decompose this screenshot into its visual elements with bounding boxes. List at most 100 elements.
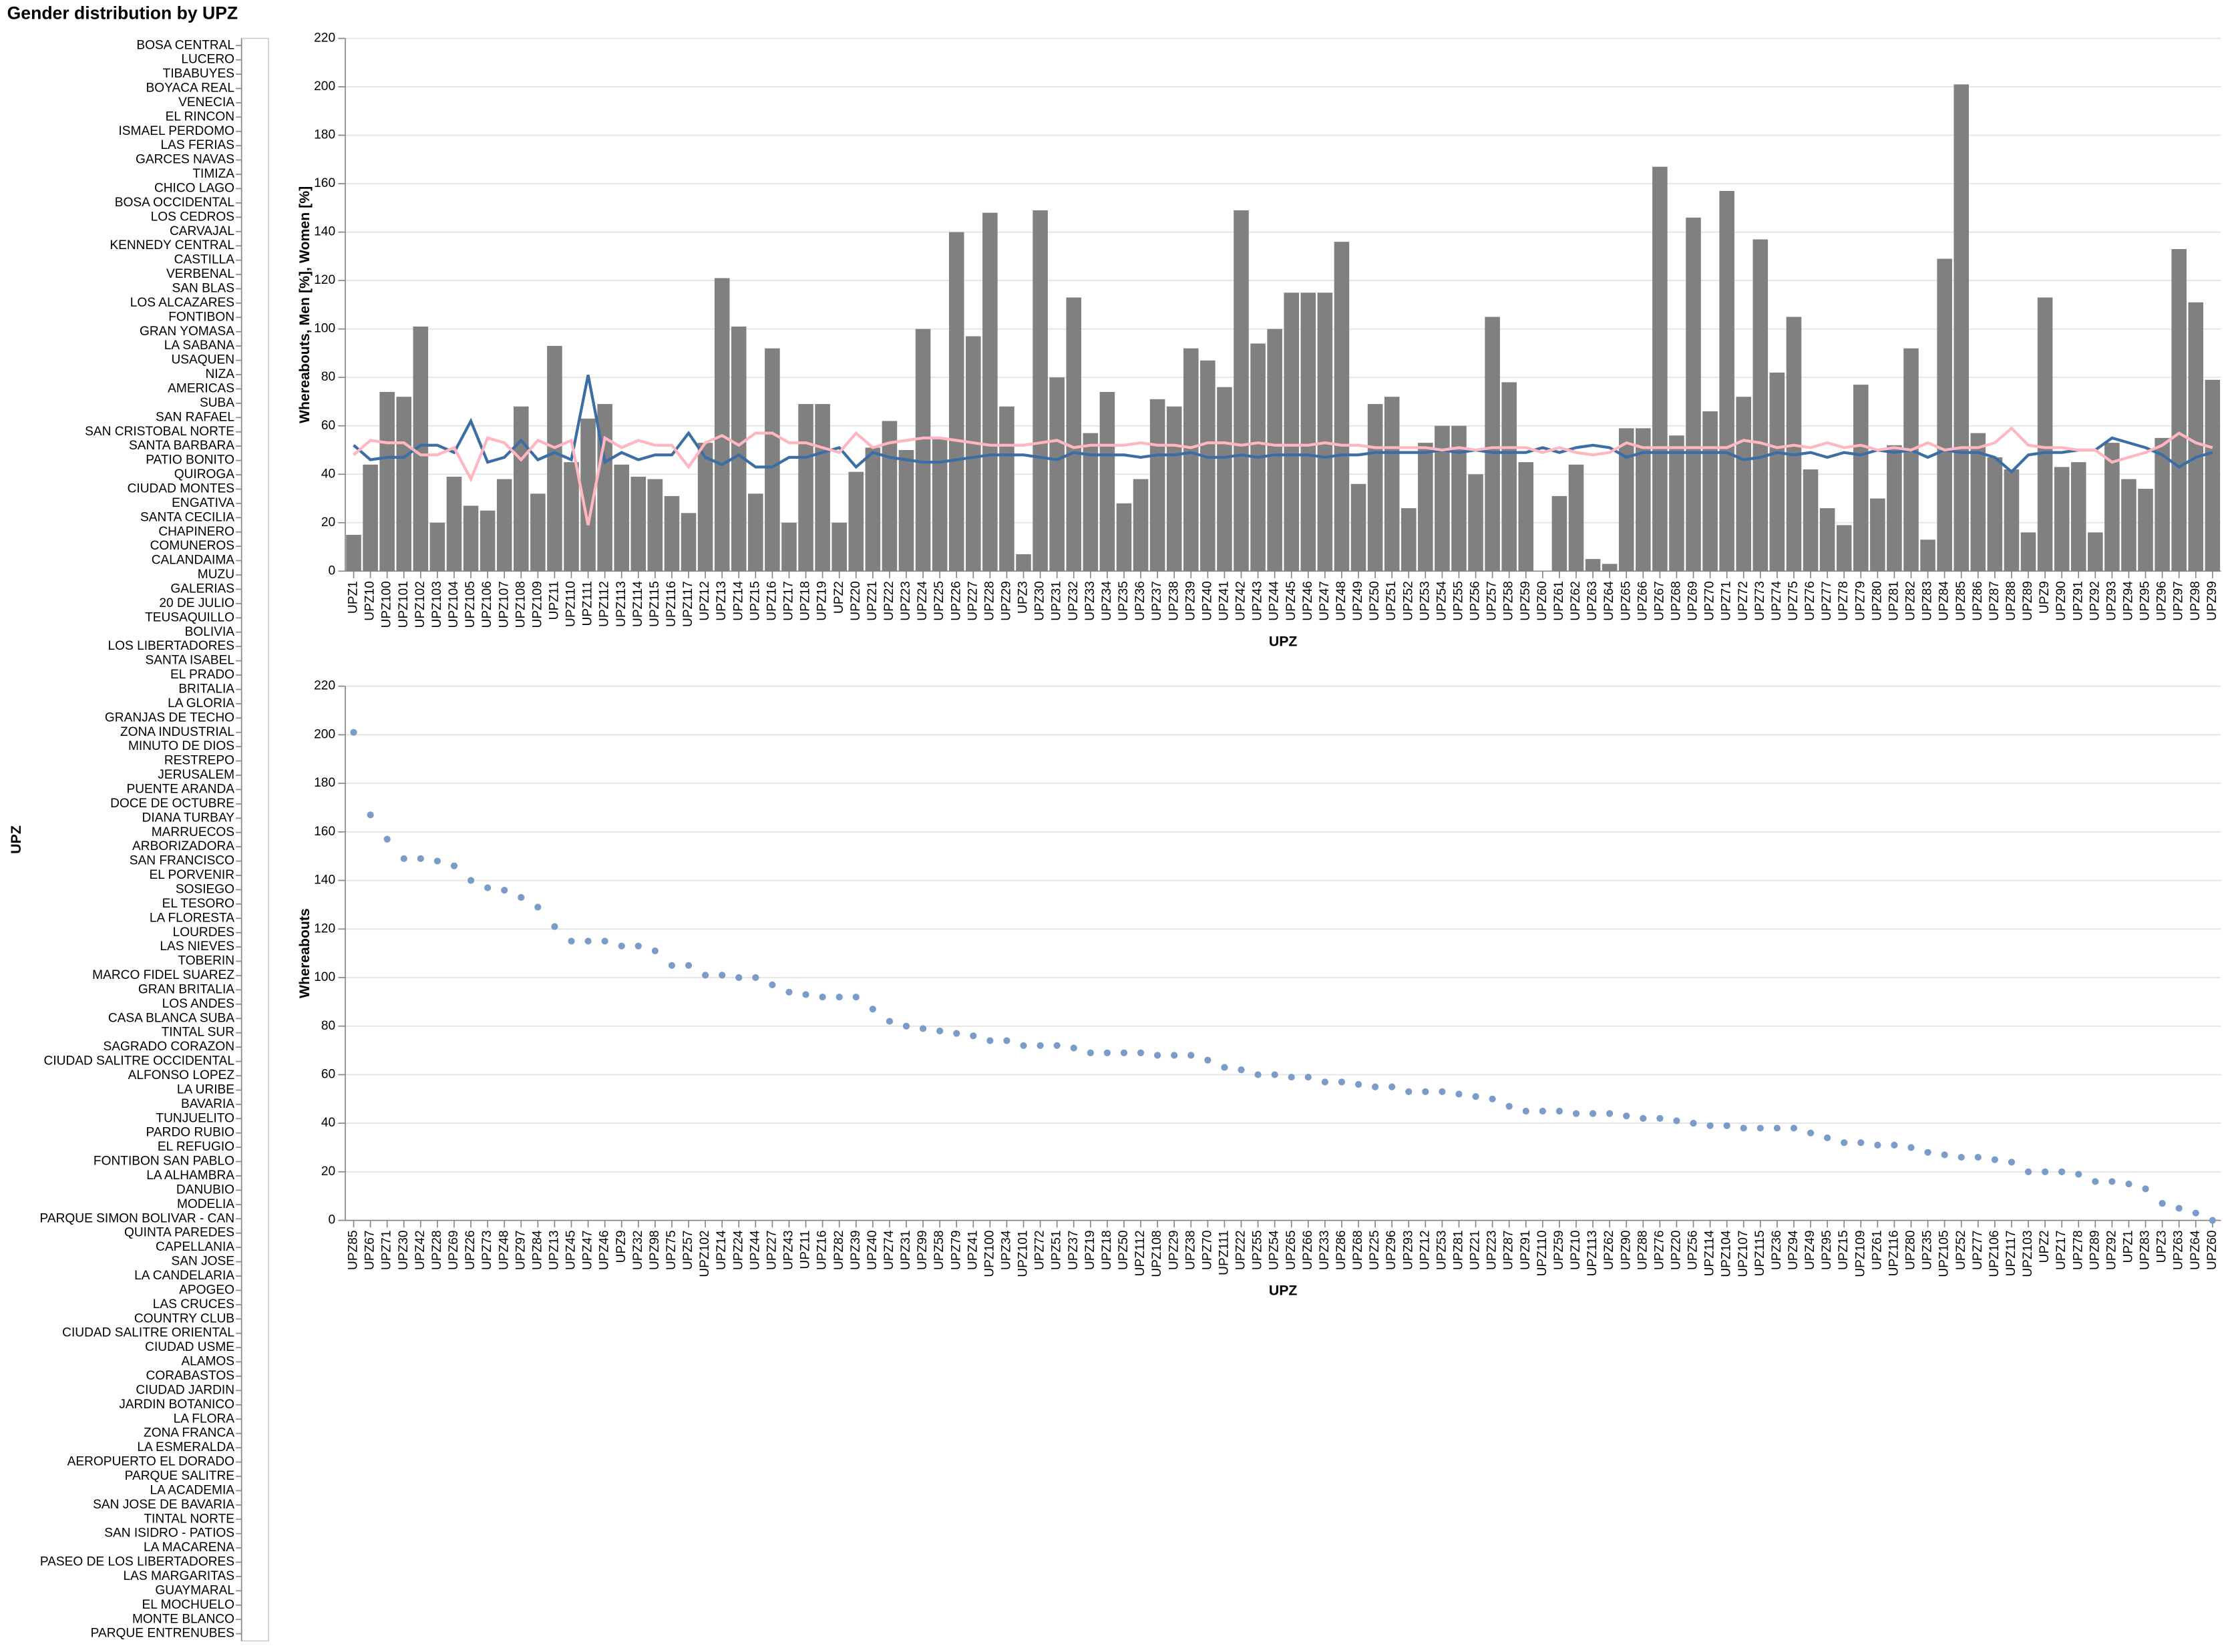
x-tick-label: UPZ79 <box>949 1231 963 1271</box>
y-tick-label: BOSA OCCIDENTAL <box>115 196 234 210</box>
x-tick-label: UPZ54 <box>1268 1230 1282 1270</box>
x-tick-label: UPZ56 <box>1686 1231 1700 1271</box>
bar <box>1887 445 1902 572</box>
y-tick-label: DANUBIO <box>176 1183 234 1197</box>
point <box>467 877 475 884</box>
y-tick-label: TUNJUELITO <box>156 1111 234 1125</box>
x-tick-label: UPZ34 <box>1100 581 1114 621</box>
x-tick-label: UPZ82 <box>832 1231 846 1271</box>
x-tick-label: UPZ90 <box>2054 581 2068 621</box>
x-tick-label: UPZ47 <box>581 1231 595 1271</box>
x-tick-label: UPZ38 <box>1183 1231 1197 1271</box>
x-tick-label: UPZ99 <box>2205 581 2219 621</box>
y-tick-label: 0 <box>328 564 335 578</box>
bar <box>363 464 378 572</box>
y-tick-label: LOS ANDES <box>162 997 234 1011</box>
bar <box>1099 391 1115 572</box>
bar <box>2088 532 2103 572</box>
x-tick-label: UPZ33 <box>1318 1231 1332 1271</box>
y-tick-label: EL TESORO <box>162 897 234 911</box>
bar <box>1803 469 1819 572</box>
x-tick-label: UPZ109 <box>530 581 544 628</box>
y-tick-label: 100 <box>314 322 335 336</box>
x-tick-label: UPZ52 <box>1954 1231 1968 1271</box>
x-tick-label: UPZ59 <box>1552 1231 1566 1271</box>
x-tick-label: UPZ35 <box>1921 1231 1935 1271</box>
y-tick-label: GRAN BRITALIA <box>138 982 234 996</box>
y-tick-label: FONTIBON <box>168 310 234 324</box>
x-tick-label: UPZ95 <box>2139 581 2153 621</box>
x-tick-label: UPZ70 <box>1200 1231 1214 1271</box>
point <box>2024 1168 2032 1175</box>
x-tick-label: UPZ20 <box>1669 1231 1683 1271</box>
point <box>1857 1139 1865 1147</box>
y-tick-label: QUIROGA <box>174 467 235 481</box>
point <box>618 942 625 950</box>
y-tick-label: CIUDAD USME <box>145 1340 234 1354</box>
point <box>1020 1042 1027 1049</box>
bar <box>1568 464 1584 572</box>
y-tick-label: LA ALHAMBRA <box>146 1169 234 1183</box>
y-tick-label: CORABASTOS <box>146 1369 235 1383</box>
y-tick-label: 160 <box>314 825 335 839</box>
x-tick-label: UPZ101 <box>397 581 411 628</box>
x-tick-label: UPZ111 <box>1217 1231 1231 1275</box>
bar <box>1401 508 1417 572</box>
point <box>785 988 793 996</box>
point <box>986 1037 994 1044</box>
x-tick-label: UPZ59 <box>1519 581 1533 621</box>
y-tick-label: CHICO LAGO <box>154 182 234 196</box>
point <box>735 974 743 982</box>
x-tick-label: UPZ28 <box>982 581 996 621</box>
y-tick-label: EL MOCHUELO <box>142 1598 235 1612</box>
bar <box>1451 425 1467 572</box>
y-tick-label: LOURDES <box>173 925 234 940</box>
x-tick-label: UPZ77 <box>1971 1231 1985 1271</box>
point <box>819 993 826 1001</box>
y-tick-label: QUINTA PAREDES <box>124 1226 234 1240</box>
bar <box>1234 210 1249 572</box>
y-tick-label: CHAPINERO <box>158 525 234 539</box>
x-tick-label: UPZ13 <box>547 1231 561 1271</box>
y-tick-label: SAN JOSE DE BAVARIA <box>93 1498 234 1512</box>
x-tick-label: UPZ79 <box>1853 581 1867 621</box>
point <box>2092 1178 2099 1185</box>
x-tick-label: UPZ92 <box>2088 581 2102 621</box>
bar <box>1920 540 1935 572</box>
x-tick-label: UPZ112 <box>1133 1231 1147 1277</box>
bar <box>1836 525 1852 572</box>
bar <box>1618 428 1634 572</box>
bar <box>1702 411 1718 572</box>
point <box>2075 1171 2082 1178</box>
y-tick-label: DOCE DE OCTUBRE <box>110 797 234 811</box>
y-tick-label: SANTA BARBARA <box>129 439 234 453</box>
y-tick-label: BOSA CENTRAL <box>136 38 234 52</box>
x-tick-label: UPZ35 <box>1117 581 1131 621</box>
y-tick-label: LOS CEDROS <box>151 210 234 224</box>
y-tick-label: PARDO RUBIO <box>146 1126 234 1140</box>
x-tick-label: UPZ100 <box>380 581 394 628</box>
x-tick-label: UPZ56 <box>1469 581 1483 621</box>
x-tick-label: UPZ111 <box>581 581 595 626</box>
y-tick-label: CIUDAD MONTES <box>128 482 234 496</box>
point <box>1891 1141 1898 1149</box>
x-tick-label: UPZ87 <box>1988 581 2002 621</box>
x-tick-label: UPZ16 <box>815 1231 829 1271</box>
x-tick-label: UPZ30 <box>1033 581 1047 621</box>
x-tick-label: UPZ31 <box>899 1231 913 1271</box>
bar <box>982 212 998 572</box>
y-tick-label: VENECIA <box>178 95 234 110</box>
y-tick-label: TIMIZA <box>192 167 234 181</box>
point <box>1623 1112 1630 1120</box>
x-tick-label: UPZ67 <box>363 1231 377 1271</box>
bar <box>1133 479 1149 572</box>
point <box>1907 1144 1915 1151</box>
y-tick-label: 120 <box>314 921 335 936</box>
point <box>902 1022 910 1030</box>
x-tick-label: UPZ47 <box>1318 581 1332 621</box>
x-tick-label: UPZ55 <box>1452 581 1466 621</box>
point <box>953 1030 960 1037</box>
x-tick-label: UPZ31 <box>1050 581 1064 621</box>
point <box>1388 1083 1396 1090</box>
x-tick-label: UPZ73 <box>480 1231 494 1271</box>
